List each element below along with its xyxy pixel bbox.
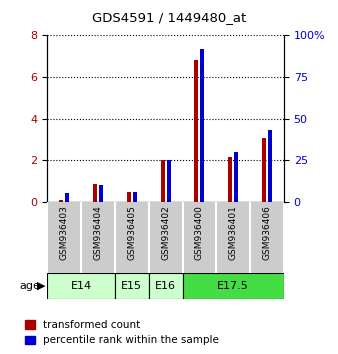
Bar (183, 273, 284, 299)
Text: GDS4591 / 1449480_at: GDS4591 / 1449480_at (92, 11, 246, 24)
Bar (93, 184, 97, 202)
Text: GSM936402: GSM936402 (161, 205, 170, 260)
Text: age: age (20, 281, 41, 291)
Bar (228, 157, 232, 202)
Bar (149, 273, 183, 299)
Bar (161, 160, 165, 202)
Legend: transformed count, percentile rank within the sample: transformed count, percentile rank withi… (25, 320, 219, 346)
Text: E17.5: E17.5 (217, 281, 249, 291)
Text: GSM936403: GSM936403 (60, 205, 69, 260)
Text: E15: E15 (121, 281, 142, 291)
Bar (167, 160, 171, 202)
Bar (194, 61, 198, 202)
Bar (262, 138, 266, 202)
Text: GSM936400: GSM936400 (195, 205, 204, 260)
Text: GSM936405: GSM936405 (127, 205, 136, 260)
Text: GSM936404: GSM936404 (94, 205, 102, 260)
Text: E16: E16 (155, 281, 176, 291)
Text: E14: E14 (71, 281, 92, 291)
Bar (115, 273, 149, 299)
Bar (65, 193, 69, 202)
Bar (47, 273, 115, 299)
Bar (133, 192, 137, 202)
Bar (234, 152, 238, 202)
Bar (59, 200, 63, 202)
Bar (99, 185, 103, 202)
Text: GSM936406: GSM936406 (263, 205, 271, 260)
Bar (268, 130, 272, 202)
Bar (127, 193, 131, 202)
Text: ▶: ▶ (37, 281, 46, 291)
Text: GSM936401: GSM936401 (229, 205, 238, 260)
Bar (200, 49, 204, 202)
